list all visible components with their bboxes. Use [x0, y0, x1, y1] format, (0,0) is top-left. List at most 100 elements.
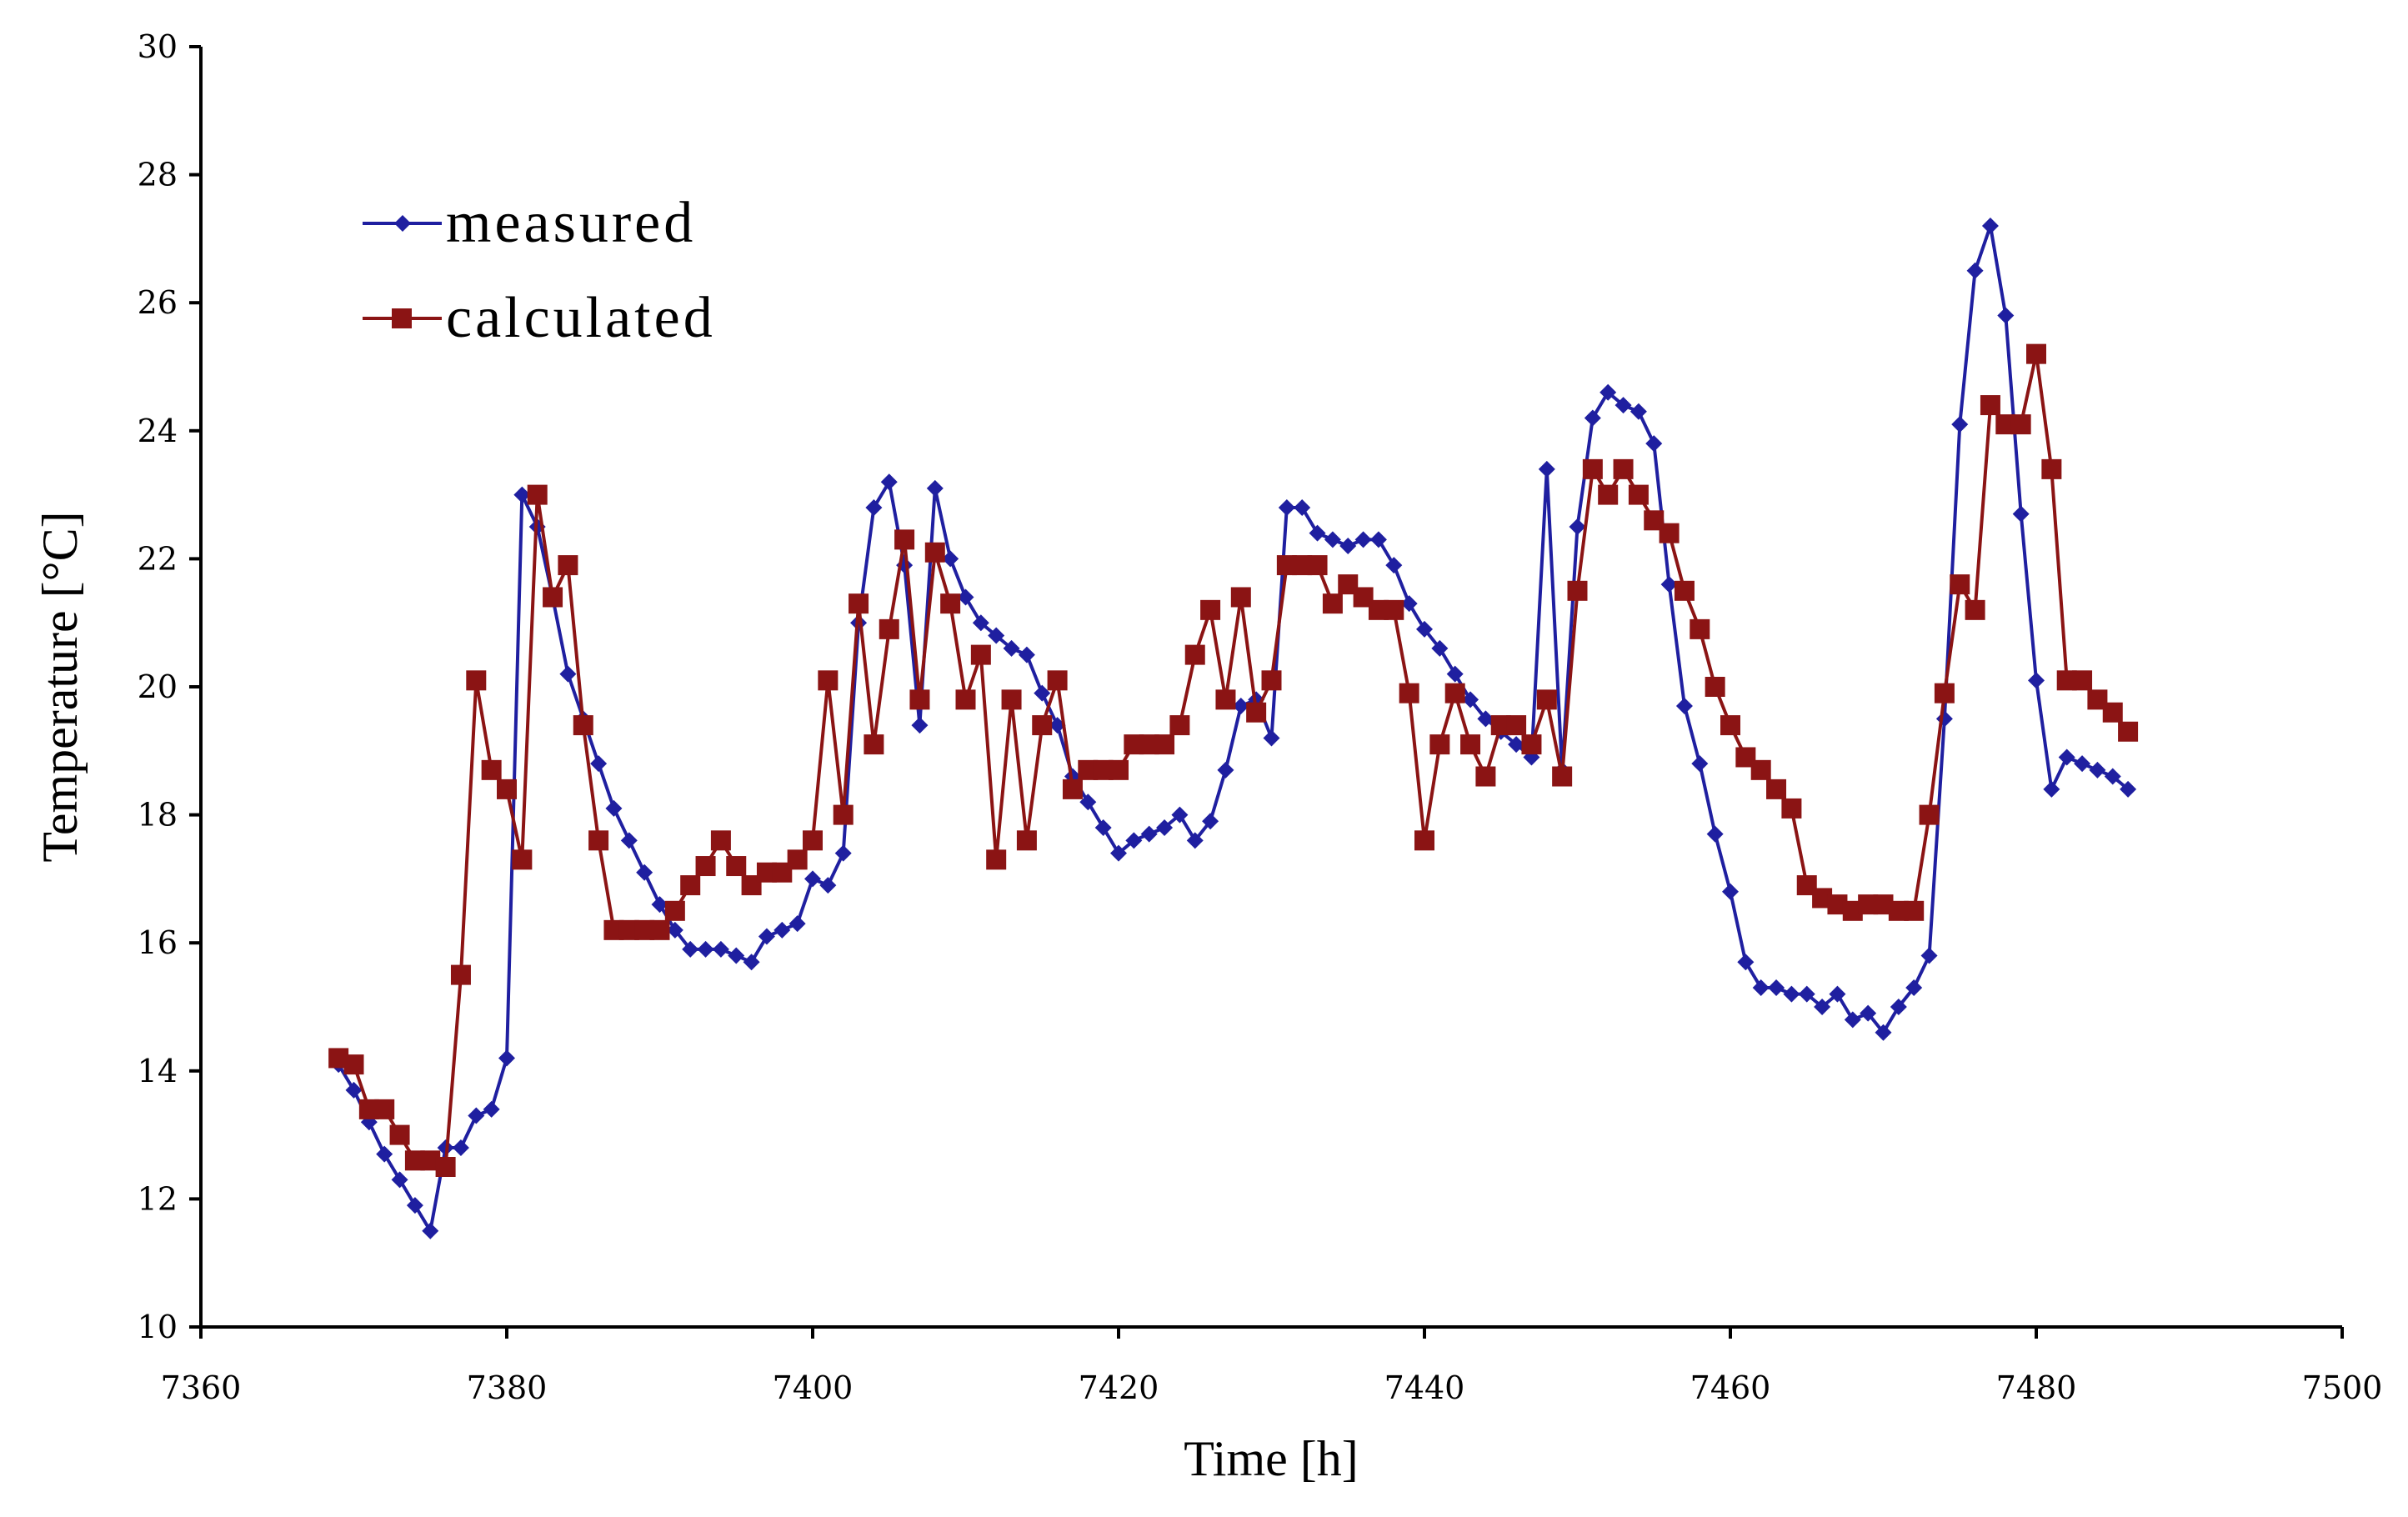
data-point-calculated — [955, 689, 976, 710]
data-point-calculated — [1506, 715, 1527, 736]
data-point-measured — [468, 1107, 485, 1124]
data-point-calculated — [2026, 343, 2046, 364]
x-tick-label: 7420 — [1079, 1369, 1159, 1406]
data-point-measured — [1783, 985, 1800, 1003]
data-point-measured — [376, 1145, 393, 1163]
data-point-measured — [590, 755, 608, 773]
series-line-calculated — [338, 352, 2130, 1169]
data-point-measured — [1508, 736, 1525, 753]
data-point-calculated — [818, 670, 839, 691]
data-point-measured — [498, 1049, 515, 1067]
data-point-calculated — [833, 804, 854, 825]
x-tick-label: 7480 — [1996, 1369, 2077, 1406]
legend-marker-calculated — [392, 308, 412, 328]
x-axis-title: Time [h] — [1184, 1431, 1358, 1486]
data-point-calculated — [512, 849, 533, 870]
data-point-measured — [513, 486, 531, 503]
data-point-calculated — [1261, 670, 1282, 691]
x-tick-label: 7460 — [1690, 1369, 1771, 1406]
data-point-calculated — [1184, 644, 1205, 665]
series-line-measured — [337, 224, 2130, 1233]
data-point-calculated — [710, 830, 731, 851]
data-point-calculated — [1766, 779, 1787, 799]
data-point-measured — [1875, 1024, 1892, 1041]
y-tick-label: 20 — [138, 668, 178, 705]
data-point-measured — [880, 473, 898, 491]
data-point-measured — [1860, 1004, 1877, 1022]
data-point-measured — [758, 928, 775, 945]
data-point-measured — [483, 1100, 500, 1118]
data-point-measured — [1905, 979, 1923, 996]
data-point-calculated — [1016, 830, 1037, 851]
data-point-calculated — [1919, 804, 1940, 825]
data-point-calculated — [864, 734, 884, 755]
data-point-measured — [1125, 832, 1143, 849]
data-point-calculated — [389, 1124, 410, 1145]
series-measured — [330, 218, 2137, 1239]
data-point-calculated — [1965, 599, 1985, 620]
data-point-measured — [1263, 729, 1280, 747]
data-point-calculated — [1154, 734, 1175, 755]
x-ticks: 7360 7380 7400 7420 7440 7460 7480 7500 — [161, 1327, 2382, 1406]
data-point-calculated — [970, 644, 991, 665]
x-tick-label: 7360 — [161, 1369, 242, 1406]
data-point-measured — [1400, 595, 1418, 613]
data-point-measured — [651, 896, 668, 914]
data-point-measured — [1814, 999, 1831, 1015]
data-point-calculated — [1521, 734, 1542, 755]
data-point-measured — [1829, 985, 1846, 1003]
y-tick-label: 30 — [138, 28, 178, 65]
data-point-calculated — [1032, 715, 1053, 736]
data-point-calculated — [1690, 618, 1710, 639]
data-point-measured — [1584, 409, 1601, 427]
data-point-calculated — [1950, 574, 1970, 595]
x-tick-label: 7380 — [467, 1369, 548, 1406]
data-point-measured — [1034, 684, 1051, 702]
data-point-measured — [1324, 531, 1341, 548]
data-point-measured — [1140, 825, 1158, 843]
data-point-calculated — [466, 670, 487, 691]
data-point-calculated — [1384, 599, 1404, 620]
data-point-measured — [1675, 698, 1693, 715]
data-point-measured — [1462, 691, 1479, 708]
data-point-measured — [1737, 954, 1755, 971]
data-point-calculated — [1628, 484, 1649, 505]
y-tick-label: 24 — [138, 413, 178, 449]
data-point-calculated — [940, 593, 961, 614]
data-point-measured — [1722, 883, 1739, 900]
y-axis-title: Temperature [°C] — [33, 511, 88, 862]
y-tick-label: 28 — [138, 157, 178, 193]
data-point-measured — [988, 627, 1005, 644]
data-point-measured — [559, 665, 577, 683]
data-point-measured — [1645, 435, 1663, 453]
data-point-measured — [1660, 576, 1678, 593]
data-point-measured — [1278, 498, 1295, 516]
data-point-measured — [1752, 979, 1770, 996]
data-point-measured — [1920, 947, 1938, 964]
data-point-calculated — [2041, 458, 2062, 479]
data-point-measured — [1294, 498, 1311, 516]
data-point-calculated — [1429, 734, 1450, 755]
data-point-calculated — [2102, 702, 2123, 723]
data-point-calculated — [1904, 900, 1925, 921]
data-point-calculated — [649, 919, 670, 940]
data-point-measured — [788, 915, 806, 933]
data-point-measured — [1599, 383, 1617, 401]
data-point-calculated — [573, 715, 593, 736]
data-point-calculated — [1980, 395, 2000, 416]
data-point-measured — [1569, 518, 1586, 535]
data-point-measured — [1385, 557, 1403, 574]
data-point-measured — [804, 870, 821, 888]
data-point-measured — [1538, 460, 1555, 478]
data-point-measured — [942, 550, 959, 568]
data-point-calculated — [986, 849, 1007, 870]
y-tick-label: 14 — [138, 1053, 178, 1089]
legend: measured calculated — [363, 191, 713, 350]
data-point-measured — [712, 940, 729, 958]
data-point-measured — [2120, 780, 2137, 798]
series-calculated — [328, 343, 2139, 1177]
data-point-calculated — [909, 689, 930, 710]
data-point-measured — [1431, 639, 1449, 657]
data-point-calculated — [924, 542, 945, 563]
